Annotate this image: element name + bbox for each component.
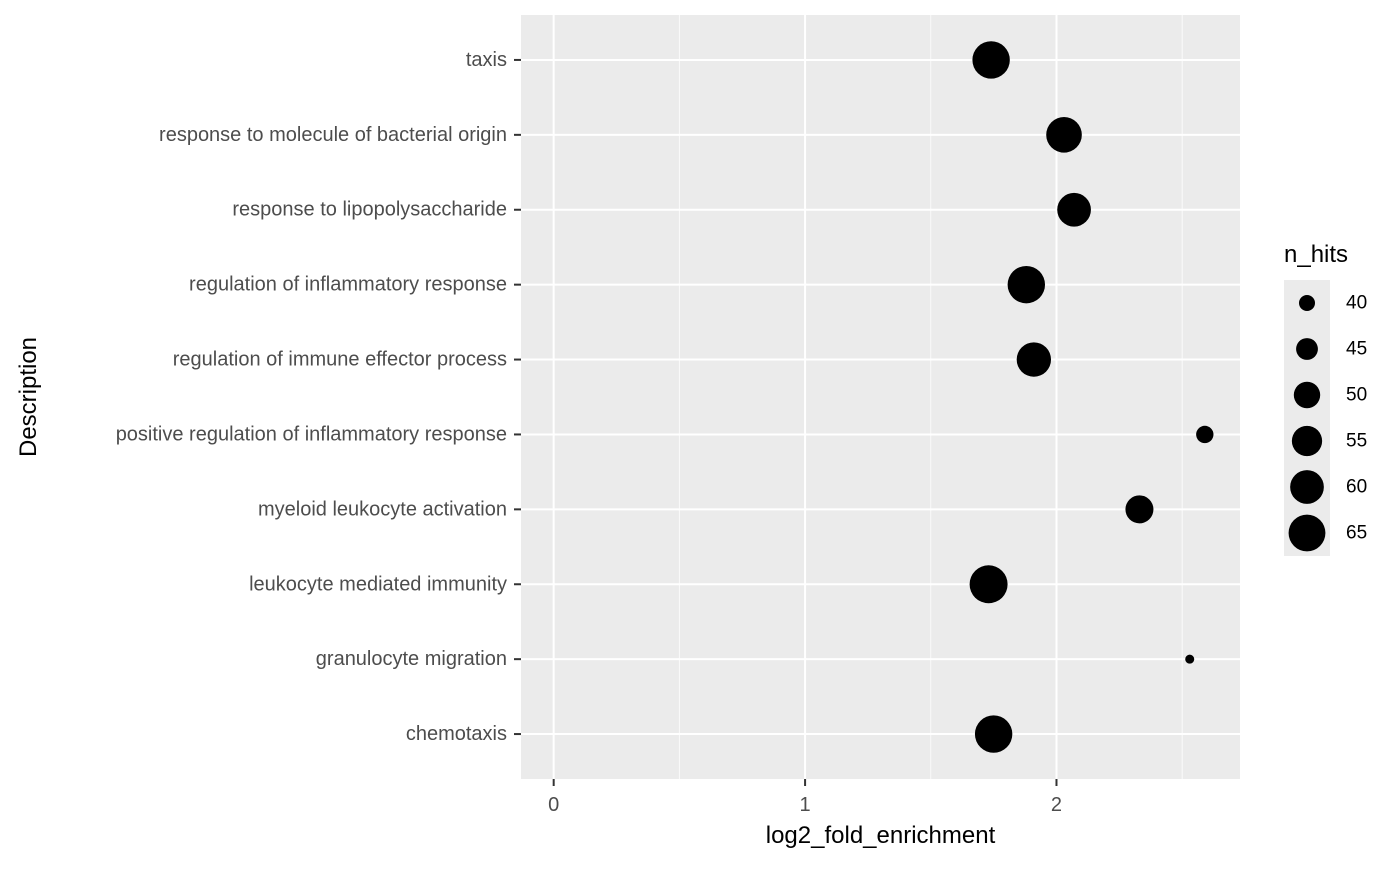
y-tick-label: response to lipopolysaccharide — [232, 199, 507, 221]
legend-key-background — [1284, 280, 1330, 556]
y-axis-title: Description — [15, 337, 42, 457]
legend-label: 40 — [1346, 293, 1367, 314]
x-tick-label: 0 — [548, 794, 559, 816]
data-point — [1046, 117, 1082, 153]
legend-key-circle — [1293, 381, 1321, 409]
y-axis: taxis response to molecule of bacterial o… — [116, 49, 521, 745]
data-point — [969, 565, 1008, 604]
y-tick-label: response to molecule of bacterial origin — [159, 124, 507, 146]
size-legend: n_hits 40 45 50 55 60 65 — [1284, 241, 1367, 556]
data-point — [972, 41, 1010, 79]
legend-key-circle — [1298, 294, 1316, 312]
legend-label: 50 — [1346, 385, 1367, 406]
data-point — [1057, 192, 1091, 227]
legend-label: 60 — [1346, 477, 1367, 498]
y-tick-label: granulocyte migration — [316, 648, 507, 670]
y-tick-label: regulation of inflammatory response — [189, 274, 507, 296]
y-tick-label: myeloid leukocyte activation — [258, 498, 507, 520]
y-tick-label: regulation of immune effector process — [173, 349, 507, 371]
data-point — [1185, 654, 1195, 664]
y-tick-label: taxis — [466, 49, 507, 71]
data-point — [1007, 265, 1046, 304]
legend-key-circle — [1296, 338, 1318, 360]
y-tick-label: leukocyte mediated immunity — [249, 573, 507, 595]
x-axis-title: log2_fold_enrichment — [766, 822, 996, 849]
legend-key-circle — [1288, 514, 1326, 552]
plot-panel — [521, 15, 1240, 779]
x-axis: 0 1 2 — [548, 779, 1062, 816]
y-tick-label: positive regulation of inflammatory resp… — [116, 423, 507, 445]
x-tick-label: 1 — [800, 794, 811, 816]
legend-label: 65 — [1346, 523, 1367, 544]
x-tick-label: 2 — [1051, 794, 1062, 816]
data-points — [969, 41, 1214, 753]
legend-title: n_hits — [1284, 241, 1348, 268]
data-point — [1196, 425, 1214, 444]
data-point — [974, 715, 1013, 753]
legend-key-circle — [1290, 470, 1324, 504]
legend-key-circle — [1291, 425, 1323, 457]
minor-grid — [678, 15, 1183, 779]
legend-label: 55 — [1346, 431, 1367, 452]
data-point — [1016, 342, 1052, 377]
legend-label: 45 — [1346, 339, 1367, 360]
y-tick-label: chemotaxis — [406, 723, 507, 745]
data-point — [1125, 495, 1154, 524]
